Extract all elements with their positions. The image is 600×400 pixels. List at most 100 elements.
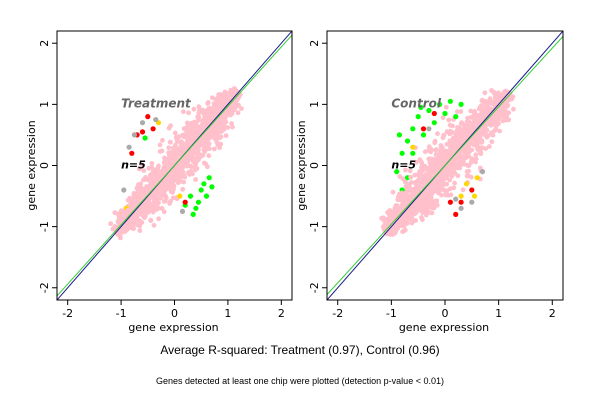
data-point-outlier (209, 184, 215, 190)
data-point-core (408, 188, 413, 194)
n-label: n=5 (121, 159, 146, 172)
data-point-background (468, 174, 474, 180)
data-point-core (468, 140, 473, 145)
data-point-core (173, 166, 178, 172)
data-point-core (489, 88, 494, 93)
data-point-outlier (437, 101, 443, 107)
data-point-core (466, 153, 472, 159)
data-point-core (427, 201, 433, 207)
data-point-core (470, 115, 475, 120)
data-point-background (473, 159, 478, 165)
data-point-outlier (187, 193, 194, 199)
data-point-core (502, 103, 508, 109)
data-point-core (162, 159, 168, 165)
x-tick-label: 2 (278, 307, 285, 320)
data-point-background (487, 144, 492, 149)
data-point-background (213, 96, 219, 102)
data-point-outlier (410, 150, 416, 156)
data-point-background (191, 164, 197, 170)
data-point-core (437, 156, 443, 162)
data-point-outlier (418, 104, 424, 110)
data-point-background (193, 177, 199, 182)
fit-line (57, 34, 292, 297)
data-point-background (454, 109, 460, 114)
data-point-core (189, 123, 194, 129)
data-point-core (138, 185, 143, 190)
data-point-core (491, 112, 497, 118)
data-point-core (200, 136, 206, 142)
data-point-background (180, 186, 186, 192)
data-point-outlier (404, 138, 411, 144)
data-point-background (223, 133, 229, 139)
data-point-background (148, 218, 154, 224)
data-point-core (239, 106, 244, 111)
data-point-background (493, 122, 499, 128)
data-point-core (418, 195, 424, 201)
data-point-core (171, 183, 177, 189)
data-point-core (447, 177, 452, 183)
data-point-core (141, 192, 147, 198)
data-point-background (235, 110, 241, 116)
data-point-outlier (453, 211, 459, 217)
data-point-background (139, 163, 145, 169)
data-point-background (412, 172, 418, 178)
data-point-background (464, 169, 470, 175)
data-point-core (197, 154, 203, 160)
data-point-core (466, 163, 472, 168)
data-point-core (409, 219, 415, 225)
x-tick-label: -1 (116, 307, 127, 320)
data-point-core (192, 125, 198, 131)
data-point-outlier (426, 126, 432, 132)
data-point-core (401, 202, 407, 208)
data-point-core (125, 197, 131, 203)
data-point-background (452, 180, 457, 186)
data-point-background (431, 205, 437, 211)
data-point-core (490, 119, 495, 125)
data-point-core (467, 149, 472, 155)
data-point-background (210, 95, 215, 101)
data-point-background (403, 167, 408, 173)
data-point-outlier (126, 144, 132, 150)
data-point-core (503, 109, 509, 115)
data-point-outlier (139, 129, 146, 135)
data-point-core (478, 151, 484, 157)
data-point-outlier (182, 199, 188, 205)
data-point-background (171, 145, 176, 151)
data-point-core (506, 117, 512, 123)
data-point-background (235, 94, 240, 100)
data-point-background (161, 209, 167, 215)
data-point-core (219, 128, 225, 134)
data-point-core (159, 173, 165, 179)
data-point-background (439, 192, 444, 198)
data-point-core (205, 101, 211, 106)
data-point-core (454, 164, 460, 170)
data-point-outlier (131, 132, 137, 138)
data-point-background (115, 230, 120, 235)
data-point-core (218, 121, 224, 127)
data-point-core (473, 141, 478, 147)
data-point-core (216, 92, 222, 97)
data-point-core (129, 225, 135, 231)
data-point-outlier (447, 199, 453, 205)
data-point-core (112, 210, 118, 216)
data-point-core (145, 210, 151, 215)
data-point-core (435, 161, 441, 167)
data-point-background (173, 135, 179, 140)
data-point-outlier (463, 181, 470, 187)
data-point-background (229, 121, 235, 126)
data-point-core (446, 154, 451, 160)
data-point-outlier (394, 169, 400, 175)
data-point-outlier (458, 101, 464, 107)
data-point-core (487, 96, 493, 102)
data-point-core (466, 131, 472, 137)
data-point-core (172, 158, 178, 163)
x-axis-label: gene expression (399, 321, 489, 334)
data-point-background (186, 110, 192, 116)
data-point-core (185, 138, 191, 144)
data-point-core (399, 206, 404, 212)
data-point-outlier (129, 150, 135, 156)
data-point-core (425, 186, 431, 192)
data-point-core (450, 162, 456, 168)
data-point-background (159, 206, 165, 211)
data-point-core (150, 174, 156, 180)
